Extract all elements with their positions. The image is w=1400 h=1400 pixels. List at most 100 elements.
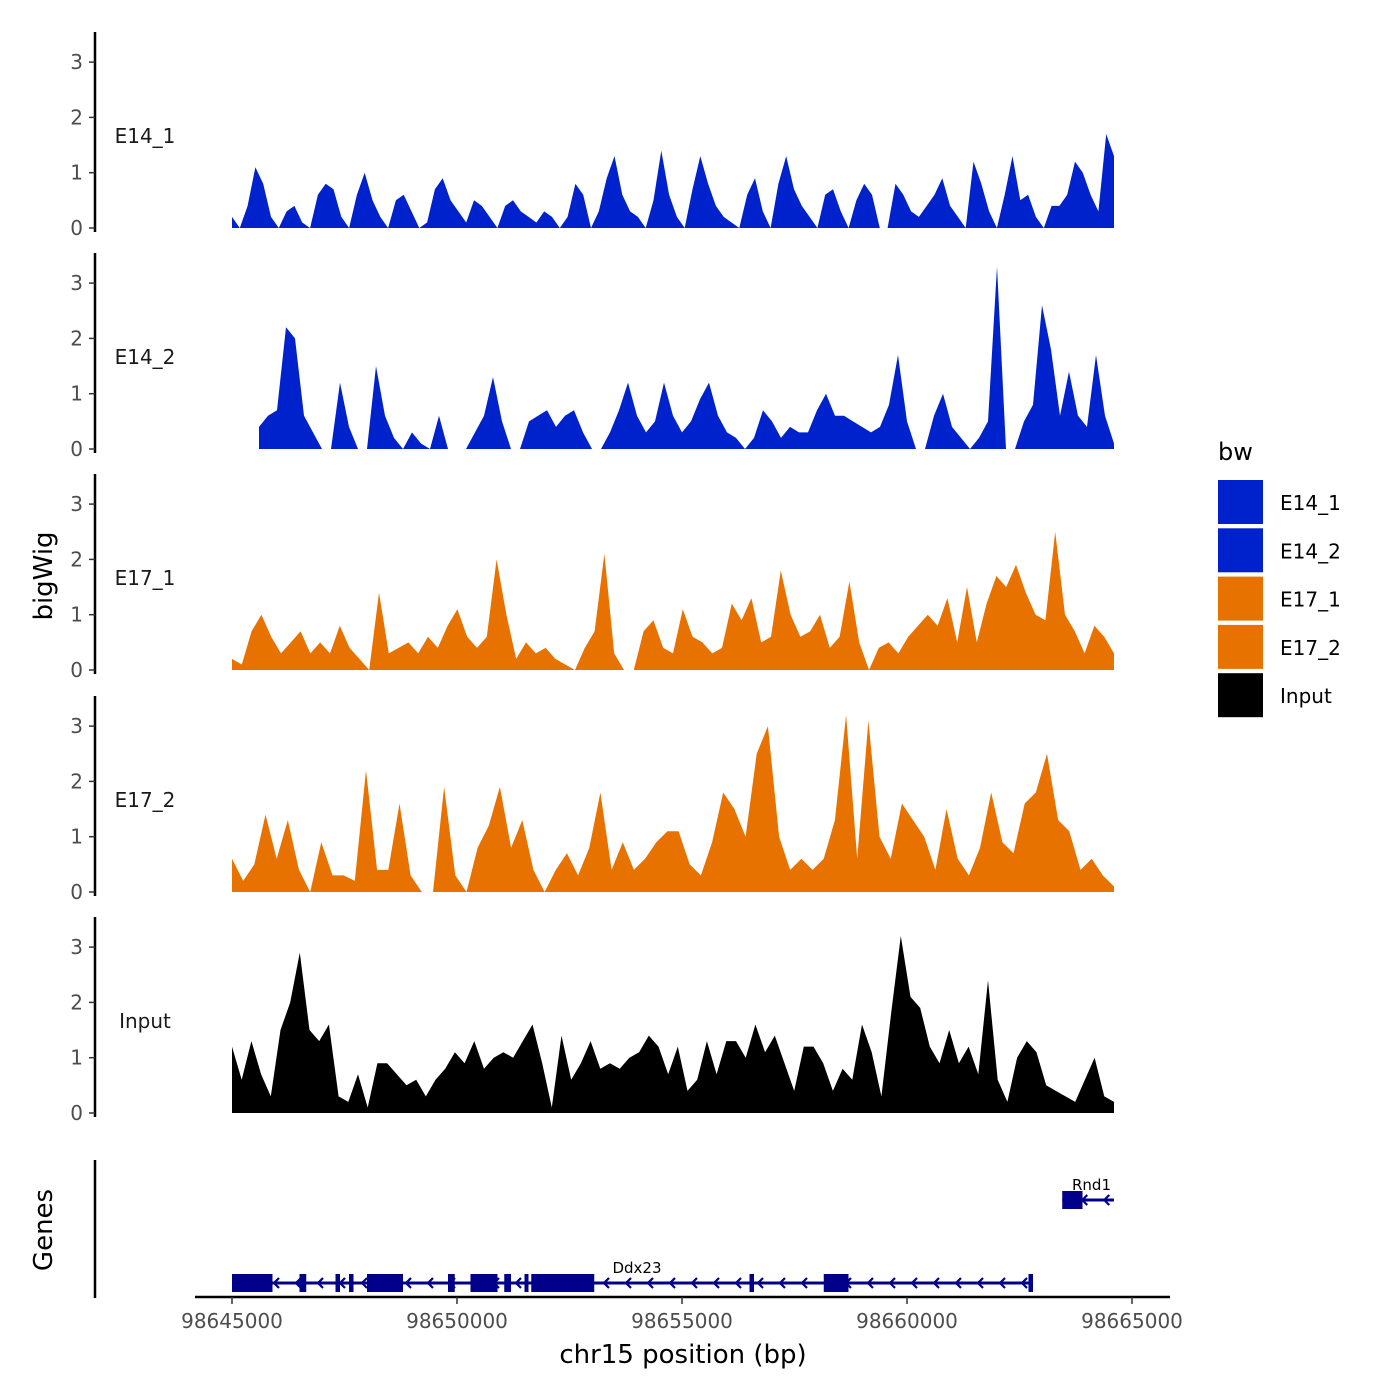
legend-label-Input: Input [1280, 684, 1332, 708]
coverage-area-E14_2 [259, 266, 1114, 449]
legend-swatch-E17_1 [1218, 576, 1263, 621]
exon [299, 1274, 307, 1292]
strand-arrow [910, 1277, 918, 1289]
coverage-area-Input [232, 936, 1114, 1113]
track-E17_2: 0 1 2 3 E17_2 [70, 696, 1114, 904]
y-tick-label: 2 [70, 990, 83, 1014]
gene-label: Rnd1 [1072, 1176, 1111, 1194]
y-tick-label: 0 [70, 437, 83, 461]
gene-Ddx23: Ddx23 [232, 1259, 1033, 1292]
x-tick-label: 98650000 [406, 1309, 508, 1333]
y-tick-label: 1 [70, 603, 83, 627]
strand-arrow [690, 1277, 698, 1289]
legend-swatch-E17_2 [1218, 624, 1263, 669]
strand-arrow [668, 1277, 676, 1289]
strand-arrow [404, 1277, 412, 1289]
strand-arrow [778, 1277, 786, 1289]
strand-arrow [932, 1277, 940, 1289]
y-tick-label: 2 [70, 547, 83, 571]
y-tick-label: 0 [70, 1101, 83, 1125]
exon [349, 1274, 354, 1292]
strand-arrow [294, 1277, 302, 1289]
genes-group: Ddx23 Rnd1 [93, 1160, 1114, 1298]
y-tick-label: 3 [70, 935, 83, 959]
exon [531, 1274, 595, 1292]
strand-arrow [756, 1277, 764, 1289]
strand-arrow [426, 1277, 434, 1289]
y-tick-label: 1 [70, 825, 83, 849]
strand-arrow [998, 1277, 1006, 1289]
legend-swatch-E14_1 [1218, 480, 1263, 524]
strand-arrow [272, 1277, 280, 1289]
x-tick-label: 98645000 [181, 1309, 283, 1333]
y-tick-label: 0 [70, 880, 83, 904]
y-axis-title-bigwig: bigWig [29, 531, 59, 620]
exon [823, 1274, 849, 1292]
strand-arrow [316, 1277, 324, 1289]
track-label: E14_1 [115, 124, 176, 148]
y-tick-label: 2 [70, 769, 83, 793]
strand-arrow [866, 1277, 874, 1289]
coverage-area-E17_2 [232, 715, 1114, 892]
legend: bw E14_1 E14_2 E17_1 E17_2 Input [1218, 438, 1341, 718]
x-axis-title: chr15 position (bp) [559, 1340, 806, 1370]
strand-arrow [954, 1277, 962, 1289]
track-label: E14_2 [115, 345, 176, 369]
exon [749, 1274, 754, 1292]
y-axis-title-genes: Genes [29, 1189, 59, 1271]
exon [524, 1274, 529, 1292]
track-E14_1: 0 1 2 3 E14_1 [70, 32, 1114, 240]
x-axis: 98645000 98650000 98655000 98660000 98665000 [181, 1295, 1183, 1333]
strand-arrow [1020, 1277, 1028, 1289]
track-label: E17_1 [115, 566, 176, 590]
y-tick-label: 1 [70, 1046, 83, 1070]
strand-arrow [514, 1277, 522, 1289]
strand-arrow [976, 1277, 984, 1289]
y-tick-label: 3 [70, 492, 83, 516]
strand-arrow [734, 1277, 742, 1289]
x-tick-label: 98655000 [631, 1309, 733, 1333]
strand-arrow [624, 1277, 632, 1289]
track-label: E17_2 [115, 788, 176, 812]
strand-arrow [712, 1277, 720, 1289]
legend-label-E14_1: E14_1 [1280, 491, 1341, 515]
strand-arrow [602, 1277, 610, 1289]
y-tick-label: 3 [70, 271, 83, 295]
exon [367, 1274, 403, 1292]
strand-arrow [360, 1277, 368, 1289]
coverage-area-E17_1 [232, 531, 1114, 670]
legend-title: bw [1218, 438, 1253, 466]
y-tick-label: 3 [70, 714, 83, 738]
legend-swatch-E14_2 [1218, 528, 1263, 573]
strand-arrow [1102, 1194, 1111, 1206]
strand-arrow [646, 1277, 654, 1289]
exon [504, 1274, 511, 1292]
exon [1062, 1191, 1083, 1209]
y-tick-label: 1 [70, 382, 83, 406]
legend-label-E14_2: E14_2 [1280, 539, 1341, 563]
exon [1028, 1274, 1033, 1292]
gene-label: Ddx23 [612, 1259, 661, 1277]
legend-swatch-Input [1218, 673, 1263, 718]
x-tick-label: 98660000 [856, 1309, 958, 1333]
track-E17_1: 0 1 2 3 E17_1 [70, 474, 1114, 682]
strand-arrow [888, 1277, 896, 1289]
coverage-area-E14_1 [232, 134, 1114, 228]
track-E14_2: 0 1 2 3 E14_2 [70, 253, 1114, 461]
y-tick-label: 0 [70, 658, 83, 682]
strand-arrow [800, 1277, 808, 1289]
exon [470, 1274, 498, 1292]
y-tick-label: 3 [70, 50, 83, 74]
gene-Rnd1: Rnd1 [1062, 1176, 1114, 1209]
y-tick-label: 1 [70, 161, 83, 185]
exon [232, 1274, 273, 1292]
legend-label-E17_1: E17_1 [1280, 588, 1341, 612]
y-tick-label: 2 [70, 326, 83, 350]
exon [448, 1274, 455, 1292]
tracks-group: 0 1 2 3 E14_1 0 1 2 3 E14_2 0 1 2 3 E17_1 0 1 2 3 E17_2 0 1 2 3… [70, 32, 1114, 1125]
legend-label-E17_2: E17_2 [1280, 636, 1341, 660]
y-tick-label: 0 [70, 216, 83, 240]
exon [335, 1274, 340, 1292]
track-Input: 0 1 2 3 Input [70, 917, 1114, 1125]
